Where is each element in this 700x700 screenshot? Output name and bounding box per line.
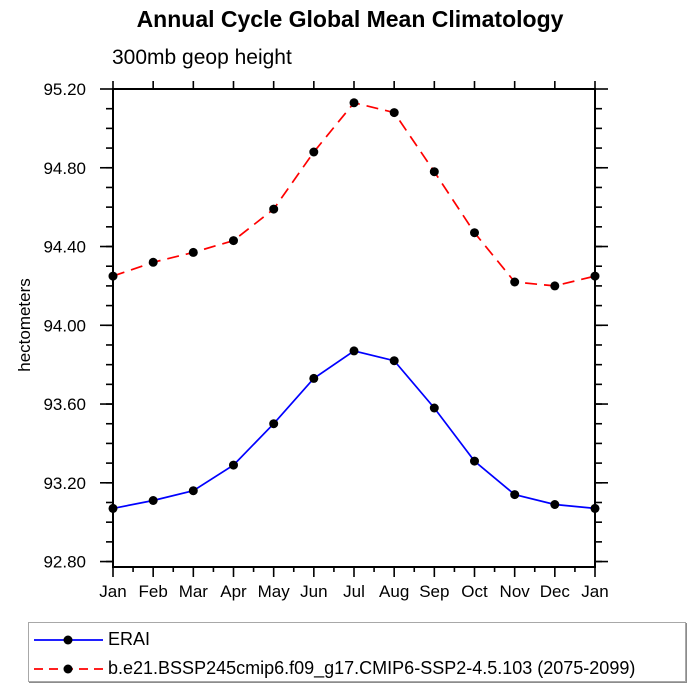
svg-text:Dec: Dec bbox=[540, 582, 571, 601]
svg-text:95.20: 95.20 bbox=[43, 80, 86, 99]
chart-subtitle: 300mb geop height bbox=[112, 46, 292, 69]
svg-text:Jun: Jun bbox=[300, 582, 327, 601]
axis-ticks bbox=[100, 81, 608, 577]
svg-text:Aug: Aug bbox=[379, 582, 409, 601]
legend-label: ERAI bbox=[108, 629, 151, 649]
plot-area: hectometers 95.20 94.80 94.40 94.00 93.60 93.… bbox=[15, 80, 609, 601]
svg-text:94.40: 94.40 bbox=[43, 238, 86, 257]
svg-text:Jan: Jan bbox=[581, 582, 608, 601]
data-series bbox=[108, 98, 600, 513]
legend-item-model: b.e21.BSSP245cmip6.f09_g17.CMIP6-SSP2-4.… bbox=[33, 654, 685, 683]
chart-title: Annual Cycle Global Mean Climatology bbox=[136, 6, 564, 32]
svg-text:Jan: Jan bbox=[99, 582, 126, 601]
svg-text:94.00: 94.00 bbox=[43, 316, 86, 335]
legend-line-sample-solid bbox=[34, 635, 103, 644]
svg-text:93.20: 93.20 bbox=[43, 474, 86, 493]
svg-text:Oct: Oct bbox=[461, 582, 488, 601]
svg-text:May: May bbox=[258, 582, 291, 601]
svg-text:Nov: Nov bbox=[500, 582, 531, 601]
svg-text:Feb: Feb bbox=[139, 582, 168, 601]
legend-label: b.e21.BSSP245cmip6.f09_g17.CMIP6-SSP2-4.… bbox=[108, 658, 636, 678]
svg-text:Apr: Apr bbox=[220, 582, 247, 601]
axis-tick-labels: 95.20 94.80 94.40 94.00 93.60 93.20 92.80 Jan Fe… bbox=[43, 80, 608, 601]
y-axis-label: hectometers bbox=[15, 278, 34, 372]
svg-text:93.60: 93.60 bbox=[43, 395, 86, 414]
legend-box: ERAI b.e21.BSSP245cmip6.f09_g17.CMIP6-SS… bbox=[28, 622, 686, 682]
plot-border bbox=[112, 88, 596, 568]
svg-text:92.80: 92.80 bbox=[43, 553, 86, 572]
svg-text:Sep: Sep bbox=[419, 582, 449, 601]
legend-line-sample-dashed bbox=[34, 664, 103, 673]
svg-text:Jul: Jul bbox=[343, 582, 365, 601]
svg-text:94.80: 94.80 bbox=[43, 159, 86, 178]
legend-item-erai: ERAI bbox=[33, 625, 685, 654]
svg-text:Mar: Mar bbox=[179, 582, 209, 601]
